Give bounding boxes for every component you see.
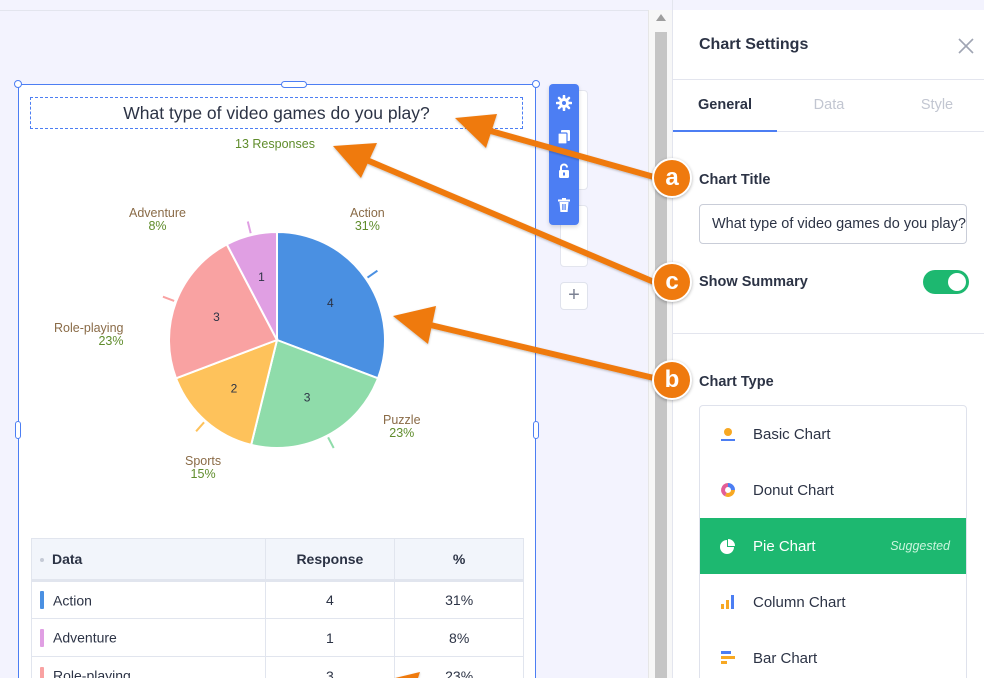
chart-type-label: Chart Type xyxy=(699,374,774,390)
pie-slice-action[interactable] xyxy=(276,230,386,380)
arrow-b xyxy=(393,306,657,381)
suggested-badge: Suggested xyxy=(890,539,950,553)
annotation-badge-c: c xyxy=(652,262,692,302)
column-chart-icon xyxy=(720,594,736,610)
row-response: 3 xyxy=(264,656,396,678)
annotation-badge-a: a xyxy=(652,158,692,198)
delete-button[interactable] xyxy=(549,188,579,222)
pie-slice-role-playing[interactable] xyxy=(168,243,279,380)
tab-style[interactable]: Style xyxy=(920,97,954,113)
slice-label-puzzle: Puzzle 23% xyxy=(383,413,421,440)
unlock-button[interactable] xyxy=(549,154,579,188)
pie-value-label-puzzle: 3 xyxy=(304,390,311,404)
annotation-badge-b: b xyxy=(652,360,692,400)
row-percent: 23% xyxy=(394,656,524,678)
tab-general[interactable]: General xyxy=(673,80,777,132)
pie-value-label-action: 4 xyxy=(327,296,334,310)
table-row: Action 4 31% xyxy=(31,580,524,619)
chart-widget[interactable]: What type of video games do you play? 13… xyxy=(14,80,540,678)
table-row: Adventure 1 8% xyxy=(31,618,524,657)
show-summary-label: Show Summary xyxy=(699,274,808,290)
toggle-knob xyxy=(948,273,966,291)
chart-type-donut[interactable]: Donut Chart xyxy=(700,462,966,518)
color-swatch xyxy=(40,666,44,678)
chart-type-label-text: Bar Chart xyxy=(753,649,818,667)
chart-type-label-text: Column Chart xyxy=(753,593,846,611)
chart-type-bar[interactable]: Bar Chart xyxy=(700,630,966,678)
chart-title-label: Chart Title xyxy=(699,172,771,188)
bar-chart-icon xyxy=(720,650,736,666)
slice-label-adventure: Adventure 8% xyxy=(129,206,186,233)
pie-slice-puzzle[interactable] xyxy=(249,338,380,449)
pie-slice-adventure[interactable] xyxy=(225,230,278,341)
resize-handle-top-right[interactable] xyxy=(532,80,540,88)
basic-chart-icon xyxy=(720,426,736,442)
pie-leader-line-puzzle xyxy=(327,436,335,449)
pie-value-label-adventure: 1 xyxy=(258,270,265,284)
resize-handle-top[interactable] xyxy=(281,81,307,88)
row-label: Adventure xyxy=(53,629,117,646)
table-header-data[interactable]: Data xyxy=(31,538,266,582)
chart-type-label-text: Pie Chart xyxy=(753,537,816,555)
settings-tabs: General Data Style xyxy=(673,80,984,132)
donut-chart-icon xyxy=(720,482,736,498)
panel-title: Chart Settings xyxy=(699,36,809,53)
chart-data-table: Data Response % Action 4 31% Adventure 1… xyxy=(31,538,524,678)
pie-chart: 4 3 2 3 1 xyxy=(162,221,386,449)
scroll-up-icon[interactable] xyxy=(656,14,666,21)
arrow-partial xyxy=(395,672,420,678)
chart-title[interactable]: What type of video games do you play? xyxy=(30,97,523,129)
close-icon[interactable] xyxy=(954,34,978,58)
chart-type-basic[interactable]: Basic Chart xyxy=(700,406,966,462)
row-label: Role-playing xyxy=(53,667,131,678)
chart-type-label-text: Basic Chart xyxy=(753,425,831,443)
arrow-c xyxy=(333,143,657,285)
slice-label-role-playing: Role-playing 23% xyxy=(54,321,124,348)
table-row: Role-playing 3 23% xyxy=(31,656,524,678)
pie-leader-line-sports xyxy=(195,421,205,432)
pie-leader-line-role-playing xyxy=(162,295,175,302)
table-header-row: Data Response % xyxy=(31,538,524,582)
chart-type-label-text: Donut Chart xyxy=(753,481,834,499)
chart-type-column[interactable]: Column Chart xyxy=(700,574,966,630)
resize-handle-right[interactable] xyxy=(533,421,539,439)
chart-summary: 13 Responses xyxy=(235,137,315,151)
pie-leader-line-action xyxy=(366,269,378,279)
arrow-a xyxy=(455,114,657,180)
section-divider xyxy=(673,333,984,334)
drag-dot-icon xyxy=(40,558,44,563)
pie-value-label-sports: 2 xyxy=(231,382,238,396)
table-header-percent[interactable]: % xyxy=(394,538,524,582)
resize-handle-left[interactable] xyxy=(15,421,21,439)
gear-icon xyxy=(556,95,572,111)
row-label: Action xyxy=(53,592,92,609)
chart-type-list: Basic Chart Donut Chart Pie Chart Sugges… xyxy=(699,405,967,678)
pie-slice-sports[interactable] xyxy=(174,338,279,447)
form-canvas: What type of video games do you play? 13… xyxy=(0,0,672,678)
panel-header: Chart Settings xyxy=(673,0,984,80)
resize-handle-top-left[interactable] xyxy=(14,80,22,88)
pie-value-label-role-playing: 3 xyxy=(213,310,220,324)
show-summary-toggle[interactable] xyxy=(923,270,969,294)
slice-label-action: Action 31% xyxy=(350,206,385,233)
table-header-response[interactable]: Response xyxy=(264,538,396,582)
duplicate-icon xyxy=(557,130,570,145)
pie-chart-icon xyxy=(720,538,736,554)
chart-title-input[interactable] xyxy=(699,204,967,244)
trash-icon xyxy=(558,198,570,212)
add-field-button[interactable]: + xyxy=(560,282,588,310)
color-swatch xyxy=(40,628,44,647)
color-swatch xyxy=(40,591,44,610)
unlock-icon xyxy=(559,163,569,178)
chart-type-pie[interactable]: Pie Chart Suggested xyxy=(700,518,966,574)
settings-button[interactable] xyxy=(549,86,579,120)
canvas-top-border xyxy=(0,10,648,11)
chart-settings-panel: Chart Settings General Data Style Chart … xyxy=(672,0,984,678)
duplicate-button[interactable] xyxy=(549,120,579,154)
slice-label-sports: Sports 15% xyxy=(185,454,222,481)
tab-data[interactable]: Data xyxy=(813,97,845,113)
pie-leader-line-adventure xyxy=(246,221,252,234)
